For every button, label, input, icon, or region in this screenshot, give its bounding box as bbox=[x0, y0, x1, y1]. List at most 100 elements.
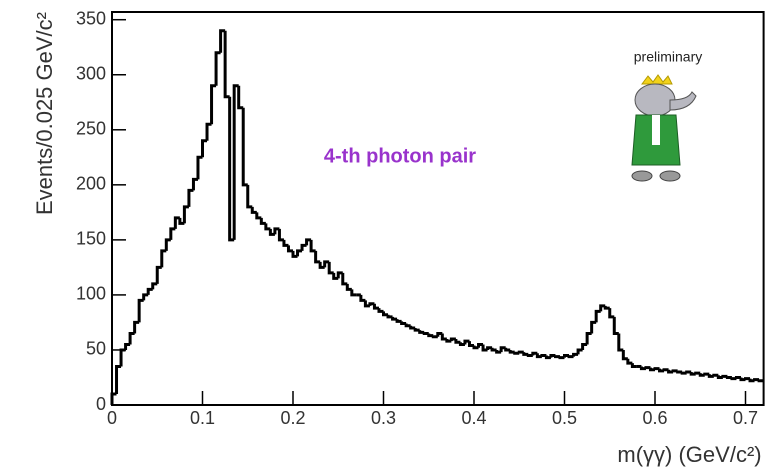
histogram-bin bbox=[757, 379, 764, 383]
histogram-bin bbox=[205, 122, 212, 141]
histogram-bin bbox=[463, 339, 470, 345]
histogram-bin bbox=[544, 355, 551, 360]
histogram-bin bbox=[169, 227, 176, 240]
histogram-bin bbox=[680, 371, 687, 375]
histogram-bin bbox=[676, 370, 683, 374]
histogram-bin bbox=[137, 298, 144, 323]
histogram-bin bbox=[422, 331, 429, 335]
histogram-bin bbox=[246, 184, 253, 209]
histogram-bin bbox=[196, 155, 203, 180]
histogram-bin bbox=[734, 375, 741, 379]
x-tick-label: 0.3 bbox=[371, 408, 396, 428]
histogram-bin bbox=[658, 368, 665, 373]
histogram-bin bbox=[359, 294, 366, 302]
histogram-bin bbox=[716, 375, 723, 379]
y-tick-label: 250 bbox=[76, 119, 106, 139]
histogram-bin bbox=[110, 392, 117, 405]
histogram-bin bbox=[590, 320, 597, 334]
histogram-bin bbox=[363, 300, 370, 308]
x-tick-label: 0.1 bbox=[190, 408, 215, 428]
histogram-bin bbox=[151, 282, 158, 290]
histogram-bin bbox=[449, 337, 456, 342]
histogram-bin bbox=[391, 316, 398, 321]
histogram-bin bbox=[517, 350, 524, 354]
histogram-bin bbox=[201, 139, 208, 158]
histogram-bin bbox=[133, 320, 140, 334]
histogram-bin bbox=[748, 378, 755, 383]
plot-frame bbox=[111, 11, 765, 406]
histogram-bin bbox=[603, 305, 610, 310]
histogram-bin bbox=[409, 325, 416, 330]
histogram-bin bbox=[617, 333, 624, 352]
histogram-bin bbox=[472, 345, 479, 350]
histogram-bin bbox=[259, 217, 266, 225]
histogram-bin bbox=[454, 338, 461, 344]
histogram-bin bbox=[721, 374, 728, 378]
histogram-bin bbox=[155, 265, 162, 284]
x-tick-label: 0.6 bbox=[642, 408, 667, 428]
histogram-bin bbox=[495, 349, 502, 354]
histogram-bin bbox=[286, 245, 293, 253]
histogram-bin bbox=[508, 349, 515, 354]
histogram-bin bbox=[323, 260, 330, 268]
histogram-bin bbox=[540, 353, 547, 357]
histogram-bin bbox=[255, 212, 262, 220]
histogram-bin bbox=[277, 228, 284, 242]
histogram-bin bbox=[685, 370, 692, 374]
y-tick-label: 300 bbox=[76, 63, 106, 83]
histogram-bin bbox=[712, 373, 719, 377]
y-tick-label: 100 bbox=[76, 284, 106, 304]
histogram-bin bbox=[219, 29, 226, 53]
histogram-bin bbox=[526, 353, 533, 357]
histogram-bin bbox=[490, 347, 497, 352]
histogram-bin bbox=[314, 250, 321, 264]
histogram-bin bbox=[142, 293, 149, 301]
histogram-bin bbox=[535, 353, 542, 359]
histogram-bin bbox=[477, 342, 484, 348]
histogram-bin bbox=[327, 261, 334, 275]
histogram-bin bbox=[553, 355, 560, 359]
histogram-bin bbox=[336, 271, 343, 279]
histogram-bin bbox=[178, 217, 185, 225]
x-tick-label: 0.7 bbox=[733, 408, 758, 428]
histogram-bin bbox=[241, 107, 248, 187]
histogram-bin bbox=[309, 239, 316, 253]
histogram-bin bbox=[418, 330, 425, 334]
x-tick-label: 0.2 bbox=[280, 408, 305, 428]
histogram-bin bbox=[648, 367, 655, 372]
histogram-bin bbox=[576, 348, 583, 355]
histogram-bin bbox=[499, 346, 506, 353]
histogram-bin bbox=[436, 331, 443, 337]
histogram-bin bbox=[630, 363, 637, 368]
histogram-bin bbox=[268, 228, 275, 236]
histogram-bin bbox=[671, 369, 678, 373]
histogram-bin bbox=[725, 375, 732, 379]
histogram-bin bbox=[273, 227, 280, 235]
histogram-bin bbox=[572, 352, 579, 357]
histogram-bin bbox=[744, 377, 751, 381]
histogram-bin bbox=[653, 367, 660, 371]
histogram-bin bbox=[486, 346, 493, 350]
histogram-bin bbox=[164, 238, 171, 251]
histogram-bin bbox=[115, 364, 122, 394]
histogram-bin bbox=[382, 311, 389, 317]
histogram-bin bbox=[481, 344, 488, 352]
histogram-bin bbox=[182, 205, 189, 224]
histogram-bin bbox=[305, 238, 312, 246]
histogram-bin bbox=[608, 308, 615, 319]
histogram-bin bbox=[707, 374, 714, 378]
histogram-bin bbox=[730, 377, 737, 381]
histogram-bin bbox=[282, 239, 289, 247]
histogram-bin bbox=[513, 351, 520, 355]
histogram-bin bbox=[644, 366, 651, 370]
histogram-bin bbox=[291, 250, 298, 258]
histogram-bin bbox=[427, 333, 434, 338]
histogram-bin bbox=[191, 177, 198, 191]
histogram-bin bbox=[689, 371, 696, 376]
histogram-bin bbox=[341, 272, 348, 286]
histogram-bin bbox=[445, 338, 452, 343]
histogram-bin bbox=[377, 308, 384, 313]
histogram-bin bbox=[395, 319, 402, 323]
histogram-bin bbox=[368, 302, 375, 306]
